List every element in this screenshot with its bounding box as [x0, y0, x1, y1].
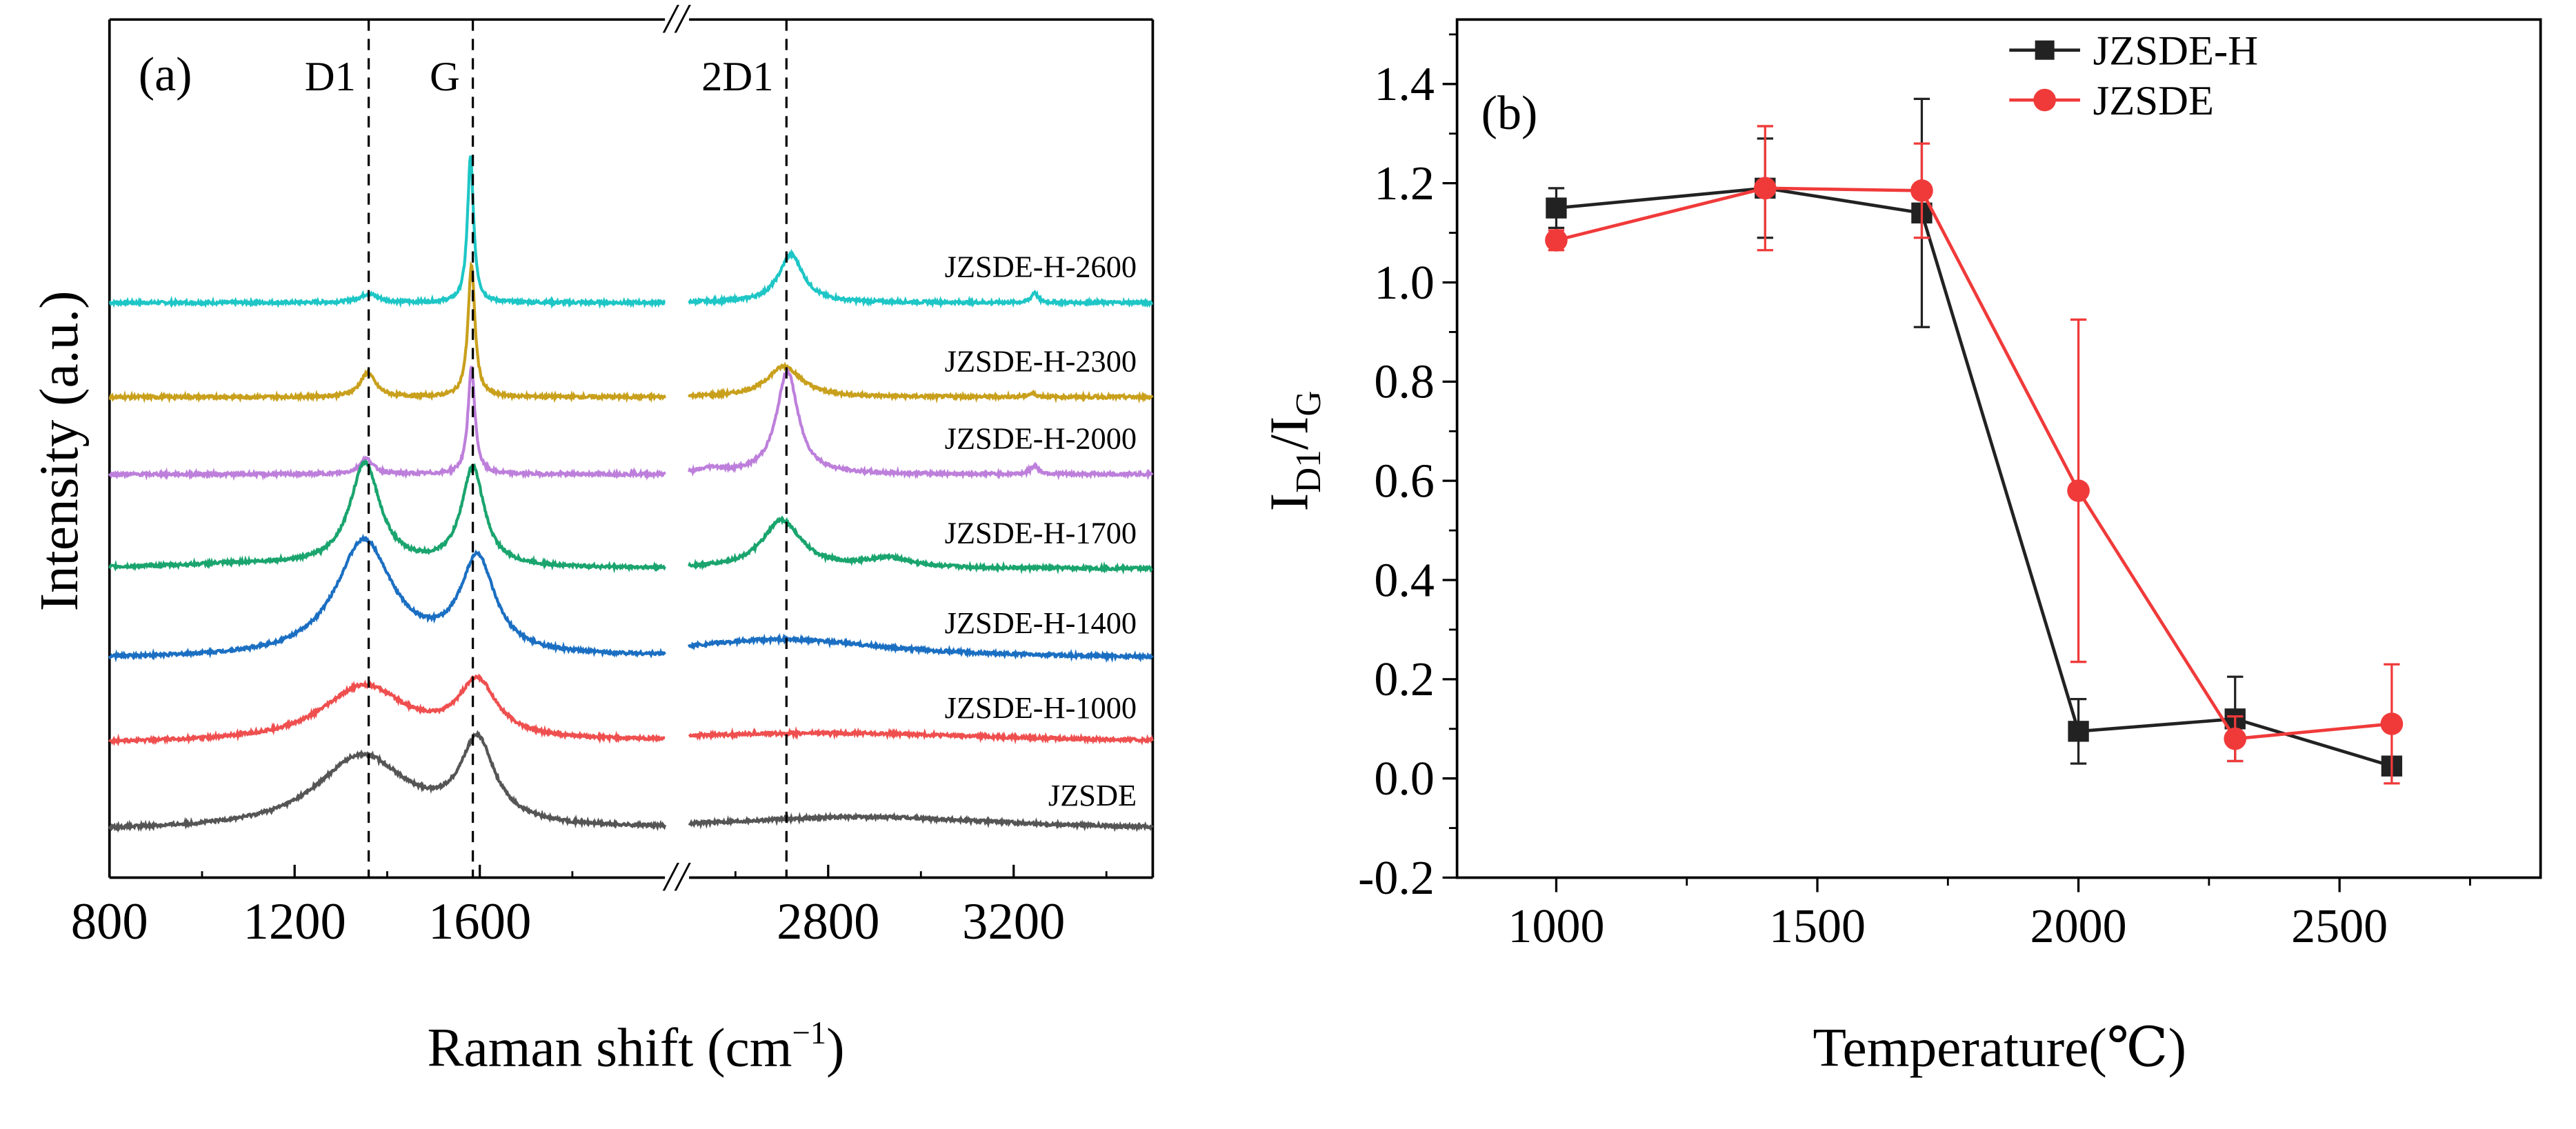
spectrum-line-jzsde-h-2300	[688, 361, 1154, 404]
x-axis-label-b: Temperature(℃)	[1813, 1018, 2186, 1079]
x-axis-label-a-text: Raman shift (cm	[428, 1018, 792, 1079]
legend-marker-jzsde-h	[2035, 40, 2055, 60]
x-tick-label-b: 1000	[1508, 900, 1604, 953]
series-label: JZSDE-H-1000	[945, 690, 1137, 725]
series-label: JZSDE-H-2000	[945, 421, 1137, 455]
x-tick-label-a: 800	[71, 893, 148, 950]
data-point-jzsde	[2224, 727, 2247, 750]
y-label-mid: /I	[1259, 417, 1320, 450]
x-tick-label-a: 1200	[243, 893, 346, 950]
data-point-jzsde	[1545, 229, 1568, 252]
axis-break-mark: //	[663, 0, 692, 42]
y-label-sub-d1: D1	[1289, 450, 1328, 493]
y-tick-label-b: 1.2	[1374, 157, 1435, 210]
y-axis-label-a: Intensity (a.u.)	[29, 290, 90, 611]
legend-label-jzsde: JZSDE	[2093, 78, 2214, 124]
data-point-jzsde	[2067, 479, 2090, 502]
spectrum-line-jzsde	[688, 811, 1154, 832]
spectrum-line-jzsde-h-2300	[108, 261, 667, 403]
x-tick-label-a: 2800	[777, 893, 879, 950]
data-point-jzsde	[1753, 177, 1777, 200]
spectrum-line-jzsde-h-2000	[108, 366, 666, 481]
series-line-jzsde	[1555, 186, 2393, 741]
y-label-sub-g: G	[1289, 391, 1328, 417]
y-tick-label-b: 0.2	[1374, 653, 1435, 706]
panel-a-raman-spectra: // // 800 1200 1600 2800 3200 JZSDE-H-2600 JZSDE…	[29, 0, 1155, 1079]
series-line-jzsde-h	[1556, 186, 2393, 768]
reference-label: D1	[305, 54, 356, 100]
legend-marker-jzsde	[2033, 88, 2056, 112]
y-tick-label-b: -0.2	[1358, 852, 1435, 905]
x-axis-label-a-end: )	[826, 1018, 844, 1079]
y-tick-label-b: 0.6	[1374, 455, 1435, 508]
series-label: JZSDE-H-2600	[945, 250, 1137, 284]
y-label-i: I	[1259, 493, 1320, 511]
x-tick-label-b: 2500	[2291, 900, 2388, 953]
x-tick-label-b: 2000	[2030, 900, 2127, 953]
plot-area-b: 1000 1500 2000 2500 -0.2 0.0 0.2 0.4 0.6 0.8 1.0 1.…	[1358, 18, 2542, 953]
y-tick-label-b: 1.4	[1374, 58, 1435, 111]
x-axis-label-a: Raman shift (cm−1)	[428, 1015, 845, 1079]
data-point-jzsde	[1910, 179, 1933, 202]
series-label: JZSDE	[1048, 778, 1137, 812]
x-tick-label-b: 1500	[1769, 900, 1866, 953]
spectrum-line-jzsde-h-1400	[688, 632, 1154, 663]
series-label: JZSDE-H-2300	[945, 343, 1137, 378]
series-label: JZSDE-H-1700	[945, 515, 1137, 550]
panel-b-intensity-ratio: 1000 1500 2000 2500 -0.2 0.0 0.2 0.4 0.6 0.8 1.0 1.…	[1259, 18, 2542, 1079]
spectrum-line-jzsde-h-1700	[688, 515, 1153, 575]
legend-label-jzsde-h: JZSDE-H	[2093, 28, 2258, 74]
spectrum-line-jzsde-h-1400	[108, 533, 666, 663]
x-tick-label-a: 1600	[428, 893, 531, 950]
x-axis-label-a-sup: −1	[792, 1015, 826, 1051]
data-point-jzsde	[2380, 712, 2404, 735]
series-label: JZSDE-H-1400	[945, 606, 1137, 640]
data-point-jzsde-h	[1546, 197, 1567, 219]
spectrum-line-jzsde-h-1700	[108, 459, 666, 574]
panel-label-b: (b)	[1481, 87, 1538, 140]
x-tick-label-a: 3200	[962, 893, 1065, 950]
reference-label: 2D1	[701, 54, 774, 100]
y-tick-label-b: 0.4	[1374, 554, 1435, 607]
spectrum-line-jzsde-h-2000	[688, 367, 1154, 481]
reference-label: G	[430, 54, 460, 100]
axis-break-mark: //	[663, 854, 692, 900]
y-axis-label-b: ID1/IG	[1259, 391, 1329, 512]
spectrum-line-jzsde-h-1000	[688, 726, 1154, 746]
panel-label-a: (a)	[139, 48, 192, 101]
plot-area-a: // // 800 1200 1600 2800 3200 JZSDE-H-2600 JZSDE…	[71, 0, 1155, 950]
y-tick-label-b: 0.8	[1374, 356, 1435, 409]
spectrum-line-jzsde-h-2600	[108, 155, 666, 310]
y-tick-label-b: 0.0	[1374, 752, 1435, 806]
plot-frame-b	[1455, 18, 2542, 879]
y-tick-label-b: 1.0	[1374, 257, 1435, 310]
spectrum-line-jzsde	[108, 730, 667, 833]
spectrum-line-jzsde-h-1000	[108, 673, 666, 747]
data-point-jzsde-h	[2068, 721, 2089, 742]
spectrum-line-jzsde-h-2600	[688, 248, 1154, 309]
